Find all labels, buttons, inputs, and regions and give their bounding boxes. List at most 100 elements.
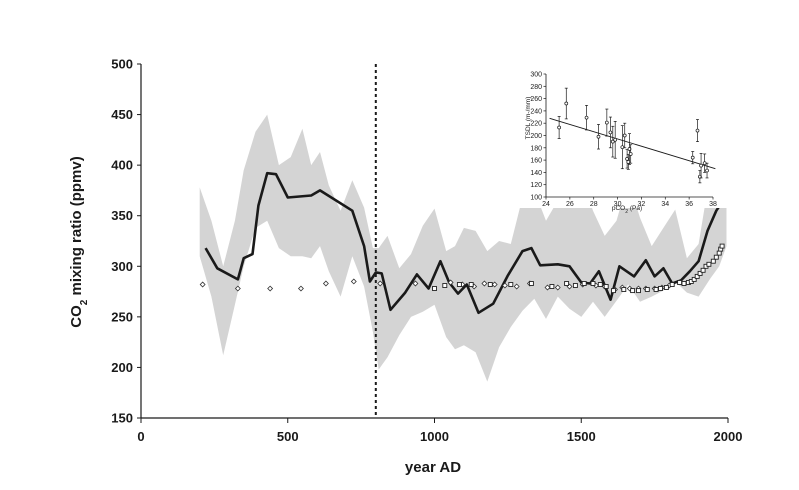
diamond-point xyxy=(412,280,419,287)
inset-y-axis-label: TSDL (m-/mm) xyxy=(525,97,532,140)
main-x-tick-label: 0 xyxy=(137,429,144,444)
square-point xyxy=(706,261,712,267)
diamond-point xyxy=(377,280,384,287)
main-y-tick-label: 150 xyxy=(111,411,133,426)
main-y-tick-label: 250 xyxy=(111,309,133,324)
diamond-point xyxy=(447,279,454,286)
square-point xyxy=(663,285,669,290)
square-point xyxy=(508,282,514,287)
inset-x-tick-label: 24 xyxy=(542,201,550,208)
co2-line xyxy=(204,171,727,315)
inset-x-ticks: 24 26 28 30 32 34 36 38 xyxy=(542,197,717,208)
square-point xyxy=(597,282,603,287)
main-x-tick-label: 1500 xyxy=(567,429,596,444)
square-point xyxy=(658,286,663,291)
inset-x-tick-label: 36 xyxy=(685,201,693,208)
square-point xyxy=(468,282,474,287)
square-point xyxy=(669,282,675,287)
inset-y-tick-label: 160 xyxy=(530,158,542,165)
square-point xyxy=(611,288,616,294)
main-y-ticks: 150 200 250 300 350 400 450 500 xyxy=(111,57,141,426)
square-point xyxy=(681,281,687,286)
square-point xyxy=(549,284,555,289)
main-y-tick-label: 450 xyxy=(111,107,133,122)
uncertainty-band xyxy=(199,114,727,382)
inset-y-tick-label: 140 xyxy=(530,170,542,177)
main-y-tick-label: 400 xyxy=(111,158,133,173)
inset-background xyxy=(500,63,732,208)
square-point xyxy=(630,288,636,294)
inset-point xyxy=(695,128,700,133)
square-point xyxy=(713,254,719,260)
diamond-point xyxy=(350,278,357,285)
inset-regression xyxy=(549,117,716,170)
inset-x-tick-label: 26 xyxy=(566,201,574,208)
main-x-axis-label: year AD xyxy=(405,459,461,476)
main-chart: 150 200 250 300 350 400 450 500 0 500 1000 1500 200… xyxy=(68,57,742,477)
diamond-point xyxy=(491,281,498,288)
inset-y-tick-label: 220 xyxy=(530,121,542,128)
square-point xyxy=(653,287,659,292)
main-x-tick-label: 1000 xyxy=(420,429,449,444)
diamond-point xyxy=(199,281,206,288)
inset-x-tick-label: 32 xyxy=(638,201,646,208)
main-x-ticks: 0 500 1000 1500 2000 xyxy=(137,418,742,444)
inset-point xyxy=(705,168,709,173)
square-point xyxy=(716,250,722,256)
inset-regression-line xyxy=(549,117,716,170)
inset-x-tick-label: 38 xyxy=(709,201,717,208)
inset-x-axis-label-pco: pCO xyxy=(612,205,625,212)
inset-point xyxy=(613,137,618,142)
inset-y-tick-label: 240 xyxy=(530,108,542,115)
inset-x-tick-label: 30 xyxy=(614,201,622,208)
inset-x-axis-label: pCO2 (Pa) xyxy=(612,205,642,215)
main-y-tick-label: 350 xyxy=(111,208,133,223)
square-point xyxy=(572,283,578,288)
square-point xyxy=(528,281,534,286)
inset-point xyxy=(610,139,615,144)
diamond-point xyxy=(481,280,488,287)
inset-x-tick-label: 34 xyxy=(661,201,669,208)
inset-point xyxy=(626,160,631,164)
diamond-point xyxy=(501,282,508,289)
square-series xyxy=(432,243,725,294)
diamond-point xyxy=(513,283,520,290)
diamond-point xyxy=(544,284,551,291)
square-point xyxy=(487,282,493,287)
inset-point xyxy=(699,163,703,168)
inset-y-tick-label: 200 xyxy=(530,133,542,140)
square-point xyxy=(677,280,683,285)
main-y-axis-label: CO2 mixing ratio (ppmv) xyxy=(68,156,90,327)
square-point xyxy=(700,267,706,273)
inset-point xyxy=(596,134,601,139)
diamond-point xyxy=(322,280,329,287)
diamond-point xyxy=(267,285,274,292)
inset-y-tick-label: 120 xyxy=(530,182,542,189)
inset-point xyxy=(628,152,633,156)
inset-point xyxy=(690,155,695,160)
square-point xyxy=(694,273,700,279)
main-y-axis-label-co: CO xyxy=(68,305,85,328)
inset-point xyxy=(608,130,613,135)
square-point xyxy=(691,276,697,282)
main-y-axis-label-subscript: 2 xyxy=(79,299,90,305)
square-point xyxy=(432,286,437,291)
main-y-axis-label-rest: mixing ratio (ppmv) xyxy=(68,156,85,299)
inset-y-tick-label: 180 xyxy=(530,145,542,152)
square-point xyxy=(719,243,725,249)
uncertainty-band-area xyxy=(199,114,727,382)
inset-points xyxy=(557,87,709,184)
inset-chart: 100 120 140 160 180 200 220 240 260 280 300 24 26 28… xyxy=(500,63,732,215)
inset-y-ticks: 100 120 140 160 180 200 220 240 260 280 300 xyxy=(530,72,546,202)
square-point xyxy=(636,288,641,294)
square-point xyxy=(603,284,609,289)
square-point xyxy=(590,281,596,286)
inset-point xyxy=(584,115,589,120)
main-y-tick-label: 200 xyxy=(111,360,133,375)
inset-point xyxy=(622,133,627,138)
diamond-point xyxy=(297,285,304,292)
square-point xyxy=(621,287,627,292)
main-y-tick-label: 500 xyxy=(111,57,133,72)
square-point xyxy=(697,270,703,276)
